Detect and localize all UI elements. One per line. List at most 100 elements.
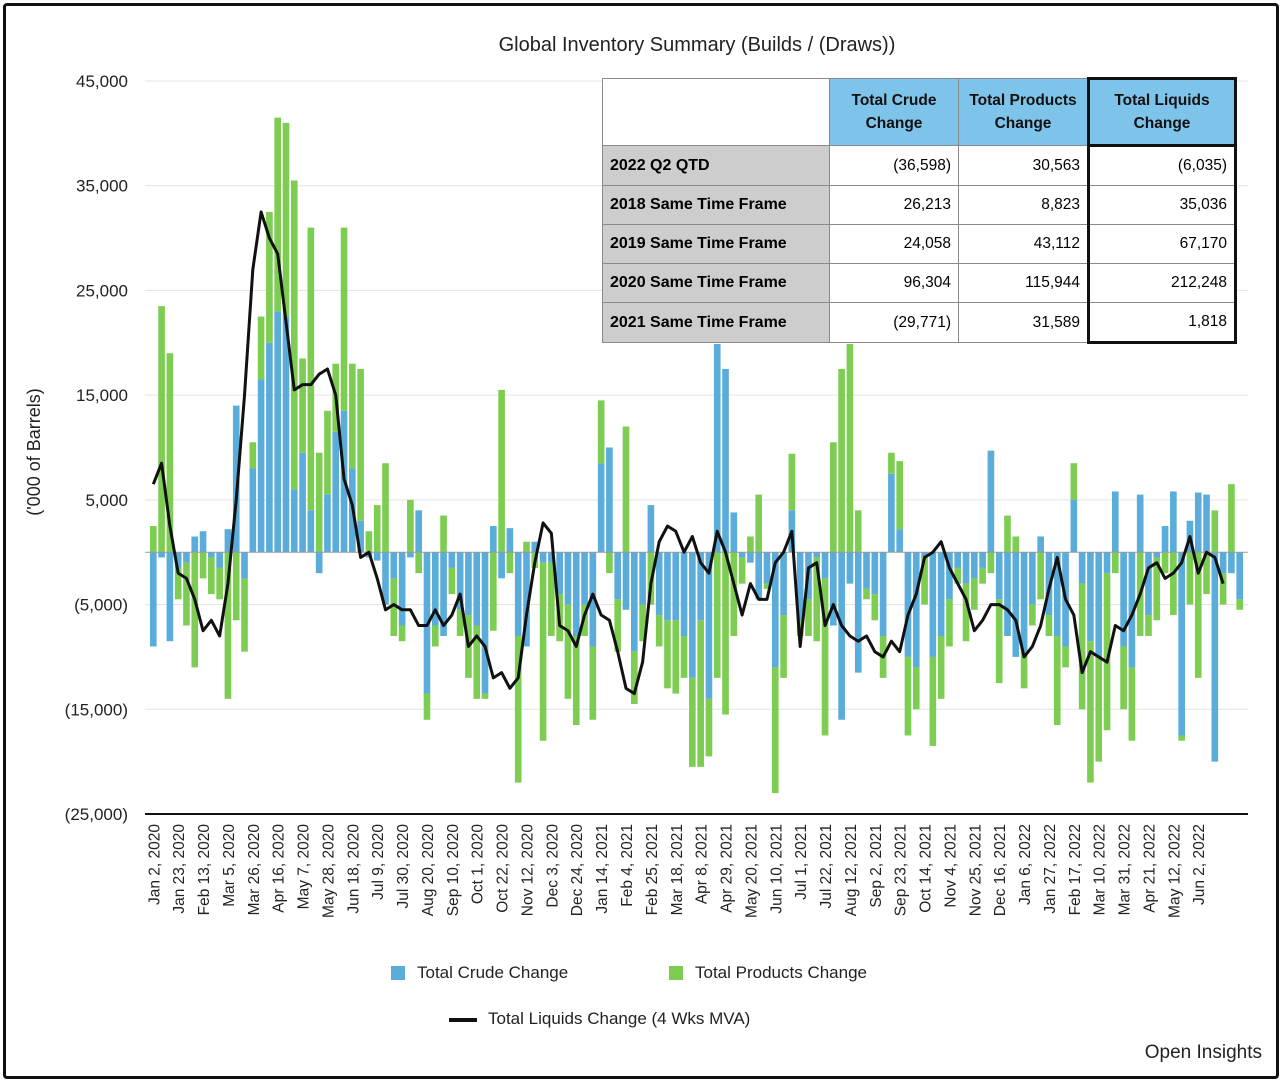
crude-bar bbox=[672, 552, 680, 621]
crude-bar bbox=[639, 552, 646, 605]
cell-products: 31,589 bbox=[958, 302, 1089, 343]
crude-bar bbox=[514, 552, 522, 636]
crude-bar bbox=[664, 552, 671, 621]
y-tick-label: (5,000) bbox=[74, 596, 128, 615]
products-bar bbox=[788, 453, 796, 511]
crude-bar bbox=[1078, 552, 1086, 584]
products-bar bbox=[299, 358, 306, 453]
products-bar bbox=[456, 609, 464, 636]
crude-bar bbox=[191, 536, 199, 553]
products-bar bbox=[830, 442, 837, 553]
crude-bar bbox=[456, 552, 464, 610]
y-tick-label: (25,000) bbox=[65, 805, 128, 824]
crude-bar bbox=[1095, 552, 1103, 657]
crude-bar bbox=[290, 489, 298, 553]
x-tick-label: May 12, 2022 bbox=[1166, 824, 1183, 918]
products-bar bbox=[979, 567, 986, 584]
chart-title: Global Inventory Summary (Builds / (Draw… bbox=[498, 34, 896, 56]
x-tick-label: Apr 16, 2020 bbox=[271, 824, 288, 913]
crude-bar bbox=[622, 552, 630, 610]
x-tick-label: Feb 25, 2021 bbox=[644, 824, 661, 915]
crude-bar bbox=[498, 552, 505, 579]
products-bar bbox=[589, 646, 597, 720]
crude-bar bbox=[174, 552, 182, 568]
crude-bar bbox=[946, 552, 953, 600]
crude-bar bbox=[183, 552, 190, 563]
products-bar bbox=[315, 452, 323, 553]
x-tick-label: Feb 4, 2021 bbox=[619, 824, 636, 907]
x-tick-label: Apr 29, 2021 bbox=[719, 824, 736, 913]
products-bar bbox=[954, 567, 962, 584]
x-tick-label: Jul 30, 2020 bbox=[395, 824, 412, 909]
crude-bar bbox=[1178, 552, 1185, 736]
legend-crude-label: Total Crude Change bbox=[417, 963, 569, 982]
crude-bar bbox=[415, 510, 422, 553]
x-tick-label: Nov 25, 2021 bbox=[967, 824, 984, 916]
crude-bar bbox=[572, 552, 580, 636]
crude-bar bbox=[299, 452, 306, 553]
crude-bar bbox=[465, 552, 472, 616]
crude-bar bbox=[1219, 552, 1227, 574]
table-row: 2020 Same Time Frame 96,304 115,944 212,… bbox=[602, 263, 1237, 303]
row-label: 2022 Q2 QTD bbox=[602, 145, 830, 186]
crude-bar bbox=[315, 552, 323, 574]
x-tick-label: Jan 23, 2020 bbox=[171, 824, 188, 914]
crude-bar bbox=[1170, 491, 1177, 553]
crude-bar bbox=[232, 405, 240, 553]
products-bar bbox=[498, 389, 505, 553]
products-bar bbox=[340, 227, 348, 411]
products-bar bbox=[481, 693, 489, 699]
x-tick-label: Nov 12, 2020 bbox=[519, 824, 536, 917]
crude-bar bbox=[473, 552, 481, 626]
crude-bar bbox=[705, 552, 713, 699]
crude-bar bbox=[929, 552, 937, 657]
crude-bar bbox=[871, 552, 879, 595]
crude-bar bbox=[896, 529, 904, 553]
crude-bar bbox=[796, 552, 804, 621]
products-bar bbox=[971, 578, 978, 610]
products-bar bbox=[1095, 656, 1103, 762]
products-bar bbox=[1070, 463, 1078, 500]
crude-bar bbox=[846, 552, 854, 584]
products-bar bbox=[199, 552, 207, 579]
cell-liquids: 35,036 bbox=[1087, 185, 1237, 225]
crude-bar bbox=[332, 431, 340, 553]
crude-bar bbox=[257, 379, 265, 553]
crude-bar bbox=[689, 552, 696, 678]
products-bar bbox=[929, 656, 937, 746]
y-tick-label: 25,000 bbox=[76, 281, 128, 300]
products-bar bbox=[730, 552, 738, 636]
y-tick-label: 5,000 bbox=[85, 491, 128, 510]
crude-bar bbox=[481, 552, 489, 694]
header-crude: Total Crude Change bbox=[829, 78, 959, 146]
crude-bar bbox=[912, 552, 920, 668]
summary-header-row: Total Crude Change Total Products Change… bbox=[602, 77, 1237, 147]
crude-bar bbox=[199, 531, 207, 553]
products-bar bbox=[523, 541, 530, 553]
crude-bar bbox=[697, 552, 704, 621]
products-bar bbox=[1170, 552, 1177, 616]
products-bar bbox=[1062, 646, 1069, 668]
products-bar bbox=[655, 615, 663, 647]
products-bar bbox=[415, 552, 422, 574]
x-tick-label: Mar 31, 2022 bbox=[1117, 824, 1134, 915]
cell-liquids: (6,035) bbox=[1087, 145, 1237, 186]
crude-bar bbox=[979, 552, 986, 568]
liquids-mva-line bbox=[151, 210, 1225, 696]
crude-bar bbox=[548, 552, 555, 563]
y-axis-label: ('000 of Barrels) bbox=[24, 388, 44, 516]
products-bar bbox=[166, 353, 174, 553]
y-axis-ticks: 45,000 35,000 25,000 15,000 5,000 (5,000) (15,… bbox=[65, 72, 128, 824]
x-tick-label: Aug 12, 2021 bbox=[843, 824, 860, 916]
products-bar bbox=[489, 552, 497, 631]
products-bar bbox=[1037, 552, 1044, 600]
products-bar bbox=[680, 635, 688, 678]
crude-bar bbox=[506, 528, 514, 553]
crude-bar bbox=[921, 552, 928, 558]
products-bar bbox=[506, 552, 514, 574]
products-bar bbox=[722, 552, 729, 715]
products-bar bbox=[1128, 667, 1136, 741]
crude-bar bbox=[1012, 552, 1020, 657]
crude-bar bbox=[962, 552, 970, 584]
